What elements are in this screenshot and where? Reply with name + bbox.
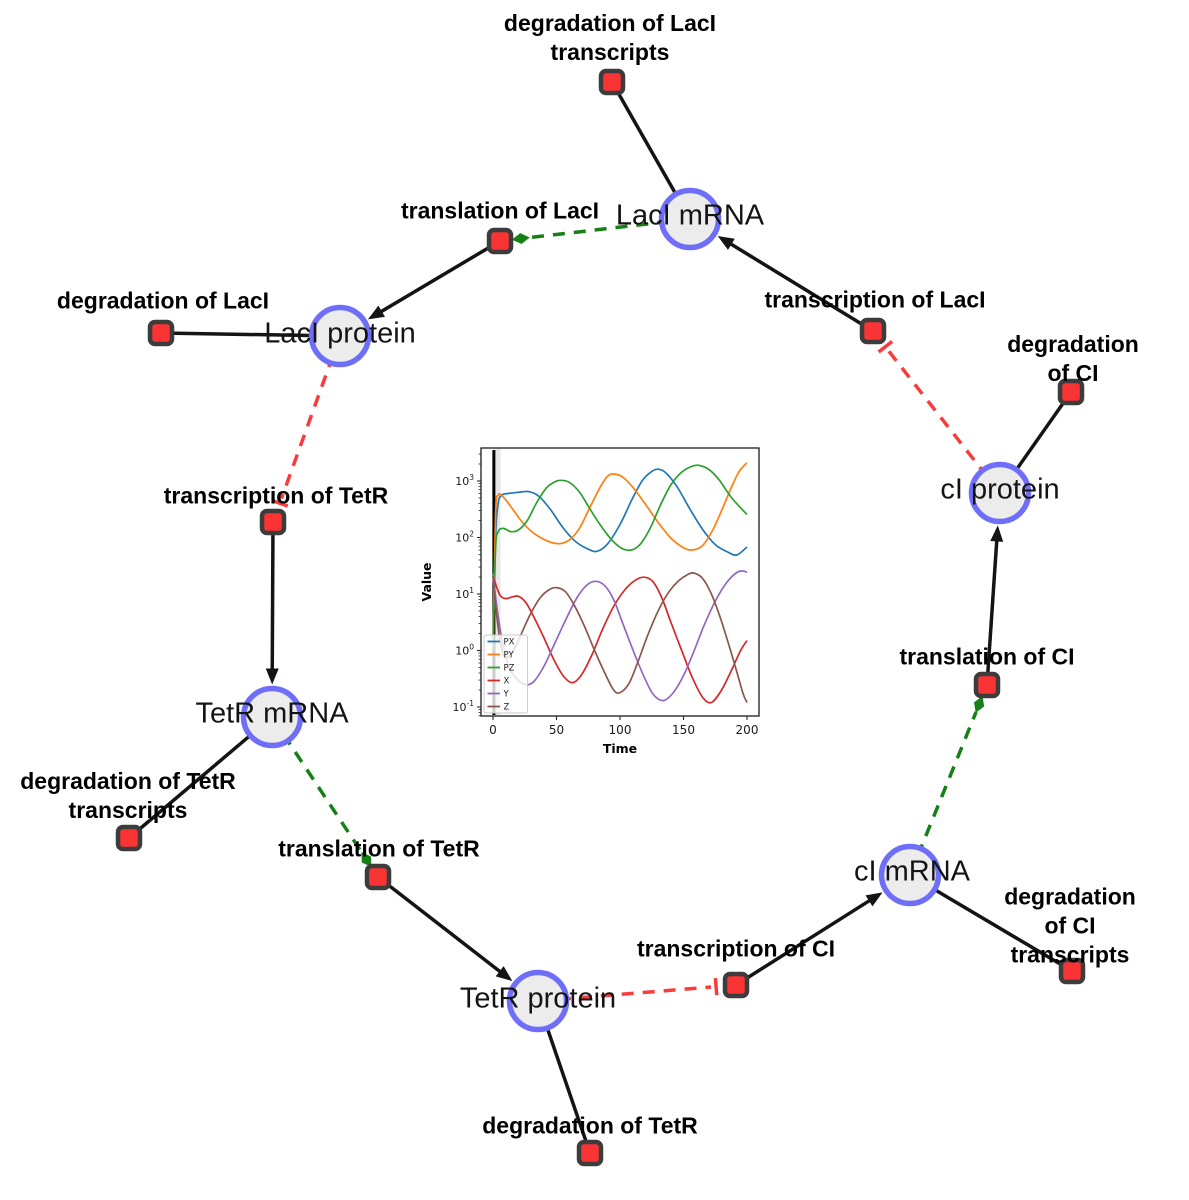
tee-head-icon bbox=[271, 498, 289, 508]
y-tick-label: 101 bbox=[455, 586, 474, 601]
arrowhead-icon bbox=[865, 892, 883, 907]
diamond-head-icon bbox=[974, 696, 985, 713]
chart-series-PX bbox=[492, 468, 748, 651]
nodes-layer bbox=[115, 68, 1086, 1167]
production-edge bbox=[374, 239, 501, 317]
reaction-node-translation_laci[interactable] bbox=[486, 227, 514, 255]
diamond-head-icon bbox=[361, 851, 372, 867]
x-tick-label: 150 bbox=[672, 723, 695, 737]
diamond-head-icon bbox=[511, 233, 530, 245]
species-node-tetr_protein[interactable] bbox=[506, 969, 570, 1033]
x-tick-label: 0 bbox=[489, 723, 497, 737]
production-edge bbox=[985, 534, 999, 686]
chart-series-PY bbox=[492, 462, 748, 651]
species-node-laci_protein[interactable] bbox=[308, 304, 372, 368]
y-axis-label: Value bbox=[419, 562, 434, 601]
arrowhead-icon bbox=[265, 668, 279, 685]
arrowhead-icon bbox=[717, 235, 735, 250]
reaction-node-transcription_laci[interactable] bbox=[859, 317, 887, 345]
chart-series-X bbox=[492, 574, 748, 704]
reaction-node-translation_ci[interactable] bbox=[973, 671, 1001, 699]
x-tick-label: 50 bbox=[549, 723, 564, 737]
chart-series-PZ bbox=[492, 464, 748, 651]
species-node-laci_mrna[interactable] bbox=[658, 187, 722, 251]
arrowhead-icon bbox=[495, 966, 513, 982]
production-edge bbox=[376, 875, 507, 977]
species-node-ci_protein[interactable] bbox=[968, 461, 1032, 525]
reaction-node-transcription_ci[interactable] bbox=[722, 971, 750, 999]
chart-background bbox=[418, 434, 774, 764]
x-tick-label: 200 bbox=[736, 723, 759, 737]
consumption-edge bbox=[909, 873, 1073, 973]
legend-label-PZ: PZ bbox=[504, 664, 515, 674]
chart-legend: PX PY PZ XYZ bbox=[483, 634, 528, 714]
y-tick-label: 10-1 bbox=[453, 699, 475, 714]
chart-series-layer bbox=[492, 462, 748, 704]
x-axis-label: Time bbox=[603, 741, 637, 756]
tee-head-icon bbox=[713, 977, 719, 996]
tee-head-icon bbox=[877, 340, 894, 354]
reaction-node-deg_ci_transcripts[interactable] bbox=[1058, 957, 1086, 985]
legend-label-PY: PY bbox=[504, 651, 515, 661]
species-node-tetr_mrna[interactable] bbox=[240, 685, 304, 749]
arrowhead-icon bbox=[367, 305, 386, 320]
reaction-node-deg_laci_transcripts[interactable] bbox=[598, 68, 626, 96]
arrowhead-icon bbox=[990, 525, 1004, 542]
species-node-ci_mrna[interactable] bbox=[878, 843, 942, 907]
inset-chart: 0 50 100 150 20010-1100101102103TimeValuePXP… bbox=[418, 434, 774, 764]
production-edge bbox=[735, 895, 876, 987]
initial-band bbox=[495, 449, 501, 715]
legend-label-Y: Y bbox=[503, 690, 510, 700]
reaction-node-deg_ci[interactable] bbox=[1057, 378, 1085, 406]
x-tick-label: 100 bbox=[609, 723, 632, 737]
reaction-node-deg_tetr[interactable] bbox=[576, 1139, 604, 1167]
reaction-node-translation_tetr[interactable] bbox=[364, 863, 392, 891]
reaction-node-transcription_tetr[interactable] bbox=[259, 508, 287, 536]
y-tick-label: 100 bbox=[455, 643, 474, 658]
y-tick-label: 102 bbox=[455, 530, 474, 545]
production-edge bbox=[270, 521, 275, 676]
reaction-node-deg_laci[interactable] bbox=[147, 319, 175, 347]
reaction-node-deg_tetr_transcripts[interactable] bbox=[115, 824, 143, 852]
legend-label-Z: Z bbox=[504, 703, 510, 713]
chart-series-Z bbox=[492, 571, 748, 703]
legend-label-PX: PX bbox=[504, 638, 515, 648]
production-edge bbox=[724, 239, 874, 333]
legend-label-X: X bbox=[504, 677, 510, 687]
y-tick-label: 103 bbox=[455, 473, 474, 488]
